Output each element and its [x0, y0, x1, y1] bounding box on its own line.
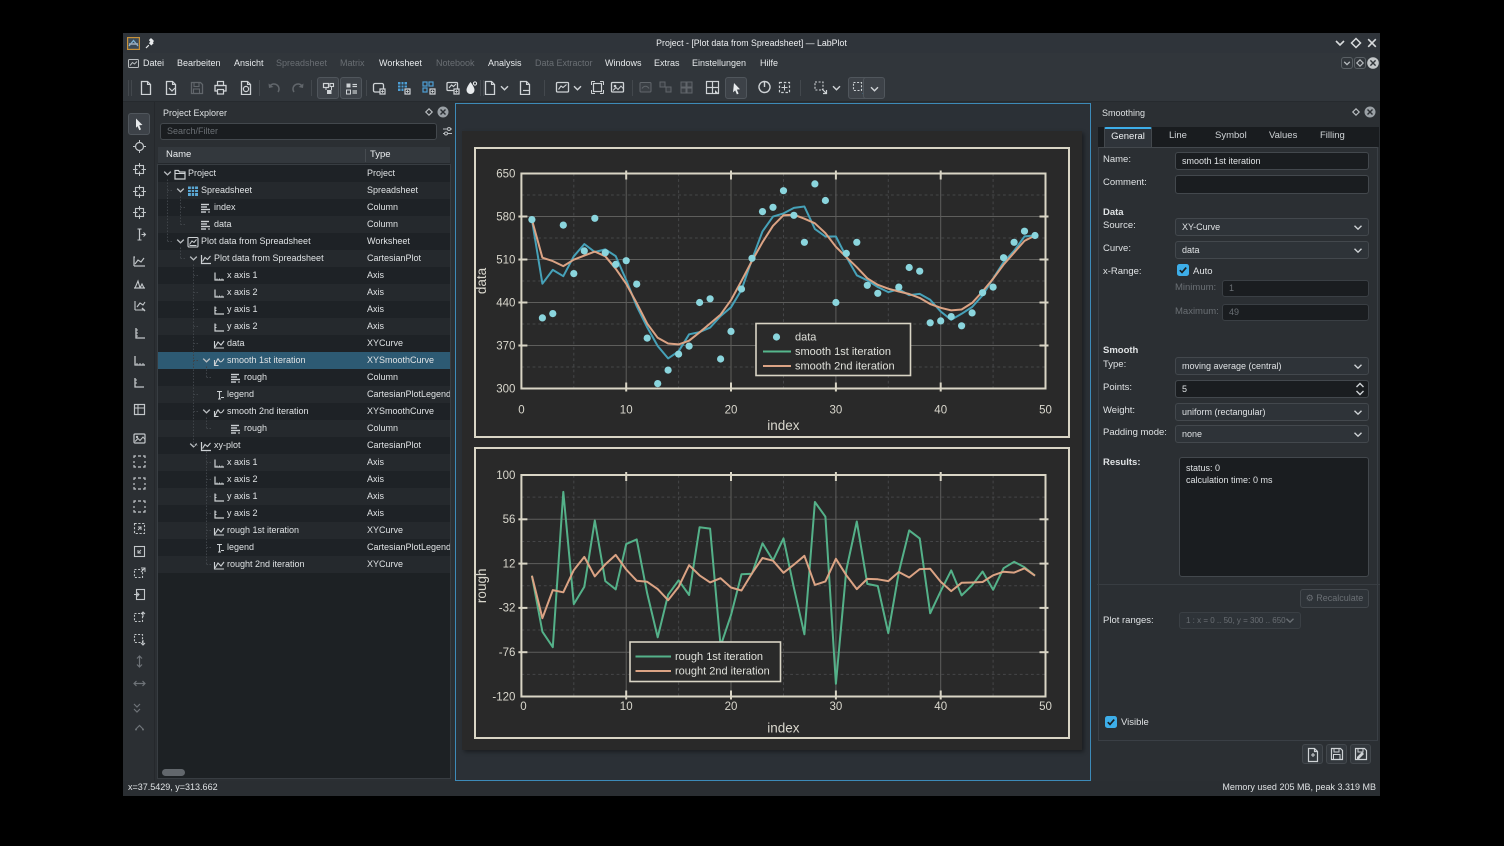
svg-text:rough: rough	[474, 569, 489, 604]
svg-text:-32: -32	[499, 603, 516, 615]
svg-text:10: 10	[620, 701, 633, 713]
svg-text:30: 30	[830, 404, 843, 416]
svg-text:20: 20	[725, 701, 738, 713]
svg-text:580: 580	[496, 211, 515, 223]
svg-text:smooth 1st iteration: smooth 1st iteration	[795, 346, 891, 358]
svg-text:0: 0	[518, 404, 524, 416]
svg-text:300: 300	[496, 383, 515, 395]
svg-text:rough 1st iteration: rough 1st iteration	[675, 651, 763, 663]
svg-text:20: 20	[725, 404, 738, 416]
svg-text:10: 10	[620, 404, 633, 416]
svg-text:100: 100	[496, 470, 515, 482]
svg-text:smooth 2nd iteration: smooth 2nd iteration	[795, 361, 895, 373]
svg-text:12: 12	[503, 558, 516, 570]
svg-text:data: data	[795, 332, 817, 344]
svg-text:-76: -76	[499, 647, 516, 659]
svg-text:50: 50	[1039, 701, 1052, 713]
svg-text:370: 370	[496, 340, 515, 352]
svg-text:510: 510	[496, 254, 515, 266]
svg-text:-120: -120	[492, 691, 515, 703]
svg-text:rought 2nd iteration: rought 2nd iteration	[675, 666, 770, 678]
svg-text:50: 50	[1039, 404, 1052, 416]
svg-text:440: 440	[496, 297, 515, 309]
svg-text:650: 650	[496, 168, 515, 180]
svg-text:56: 56	[503, 514, 516, 526]
svg-text:index: index	[767, 720, 800, 735]
svg-text:0: 0	[520, 701, 526, 713]
svg-text:30: 30	[830, 701, 843, 713]
svg-text:data: data	[474, 267, 489, 294]
svg-text:index: index	[767, 418, 800, 433]
svg-text:40: 40	[934, 701, 947, 713]
svg-text:40: 40	[934, 404, 947, 416]
